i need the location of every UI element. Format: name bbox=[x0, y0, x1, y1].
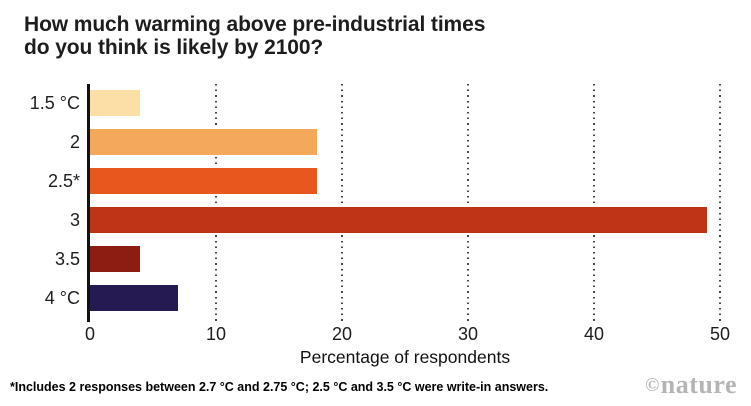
logo-text: nature bbox=[660, 370, 737, 399]
nature-logo: ©nature bbox=[645, 370, 737, 400]
y-axis-tick-label: 2 bbox=[69, 132, 80, 152]
bar bbox=[90, 246, 141, 272]
y-axis-line bbox=[87, 84, 90, 322]
chart-title-line-2: do you think is likely by 2100? bbox=[24, 36, 324, 59]
y-axis-tick-label: 3 bbox=[69, 210, 80, 230]
bar bbox=[90, 285, 179, 311]
bar bbox=[90, 90, 141, 116]
gridline bbox=[215, 84, 217, 322]
bar bbox=[90, 168, 317, 194]
bar-row bbox=[90, 84, 720, 123]
x-axis-tick-label: 50 bbox=[709, 324, 731, 344]
bar bbox=[90, 129, 317, 155]
bar-row bbox=[90, 123, 720, 162]
x-axis-tick-label: 30 bbox=[457, 324, 479, 344]
gridline bbox=[341, 84, 343, 322]
gridline bbox=[467, 84, 469, 322]
x-axis-tick-label: 40 bbox=[583, 324, 605, 344]
x-axis-label: Percentage of respondents bbox=[299, 347, 511, 367]
y-axis-tick-label: 3.5 bbox=[54, 249, 80, 269]
x-axis-tick-label: 0 bbox=[84, 324, 96, 344]
chart-title-line-1: How much warming above pre-industrial ti… bbox=[24, 13, 486, 36]
x-axis-tick-label: 20 bbox=[331, 324, 353, 344]
footnote: *Includes 2 responses between 2.7 °C and… bbox=[10, 380, 549, 394]
bar-row bbox=[90, 240, 720, 279]
x-axis-tick-label: 10 bbox=[205, 324, 227, 344]
y-axis-tick-label: 2.5* bbox=[47, 171, 80, 191]
gridline bbox=[719, 84, 721, 322]
bar bbox=[90, 207, 708, 233]
plot-area bbox=[87, 84, 721, 322]
copyright-icon: © bbox=[645, 375, 660, 396]
bar-row bbox=[90, 162, 720, 201]
gridline bbox=[593, 84, 595, 322]
chart-title: How much warming above pre-industrial ti… bbox=[24, 13, 485, 59]
y-axis-tick-label: 4 °C bbox=[44, 288, 80, 308]
y-axis-tick-label: 1.5 °C bbox=[29, 93, 80, 113]
bar-row bbox=[90, 279, 720, 318]
bar-row bbox=[90, 201, 720, 240]
